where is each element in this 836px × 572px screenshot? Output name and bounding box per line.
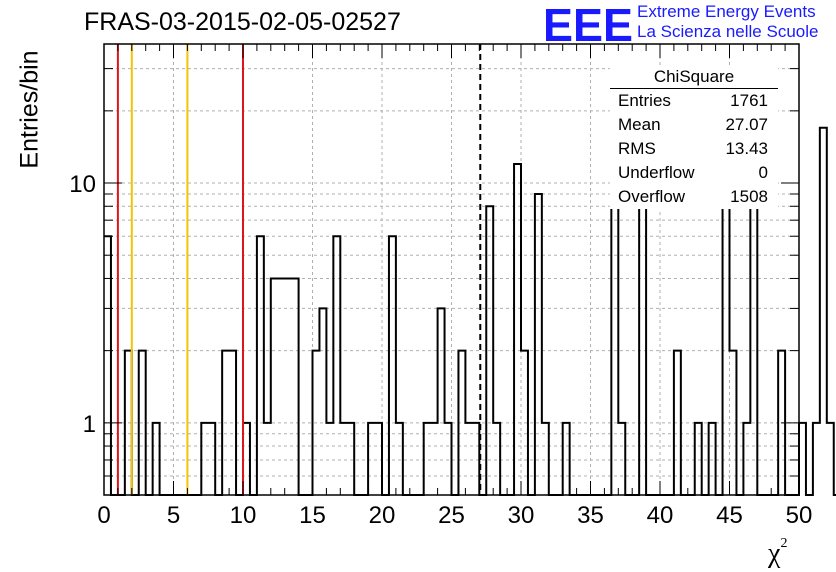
logo-text-line2: La Scienza nelle Scuole	[637, 22, 819, 41]
x-tick-label: 20	[369, 502, 396, 529]
y-axis: 1 10	[69, 68, 799, 496]
x-tick-label: 45	[716, 502, 743, 529]
x-tick-label: 10	[230, 502, 257, 529]
stats-key: Overflow	[618, 187, 686, 206]
stats-value: 13.43	[725, 139, 768, 158]
stats-box: ChiSquare Entries 1761 Mean 27.07 RMS 13.43…	[610, 66, 778, 209]
stats-value: 1508	[730, 187, 768, 206]
stats-key: Underflow	[618, 163, 695, 182]
stats-value: 27.07	[725, 115, 768, 134]
grid	[104, 44, 799, 495]
x-tick-label: 30	[508, 502, 535, 529]
stats-value: 0	[758, 163, 768, 182]
reference-lines	[116, 44, 482, 495]
svg-text:EEE: EEE	[543, 4, 633, 44]
stats-row: Mean 27.07	[610, 113, 778, 137]
stats-value: 1761	[730, 91, 768, 110]
x-axis-label: χ2	[768, 536, 788, 569]
stats-row: Underflow 0	[610, 161, 778, 185]
x-tick-label: 35	[577, 502, 604, 529]
x-tick-label: 0	[97, 502, 110, 529]
x-tick-label: 40	[647, 502, 674, 529]
y-axis-label: Entries/bin	[15, 50, 44, 169]
eee-logo: EEE	[543, 4, 633, 44]
stats-row: Overflow 1508	[610, 185, 778, 209]
stats-row: Entries 1761	[610, 89, 778, 113]
y-tick-label: 10	[69, 171, 96, 198]
stats-header: ChiSquare	[610, 66, 778, 89]
x-tick-label: 25	[438, 502, 465, 529]
stats-key: Mean	[618, 115, 661, 134]
x-tick-label: 5	[167, 502, 180, 529]
chart-title: FRAS-03-2015-02-05-02527	[84, 8, 401, 36]
stats-key: RMS	[618, 139, 656, 158]
x-axis: 0 5 10 15 20 25 30 35 40 45 50	[97, 44, 812, 529]
stats-key: Entries	[618, 91, 671, 110]
x-tick-label: 50	[786, 502, 813, 529]
y-tick-label: 1	[83, 411, 96, 438]
logo-text-line1: Extreme Energy Events	[637, 2, 816, 21]
stats-row: RMS 13.43	[610, 137, 778, 161]
x-tick-label: 15	[299, 502, 326, 529]
